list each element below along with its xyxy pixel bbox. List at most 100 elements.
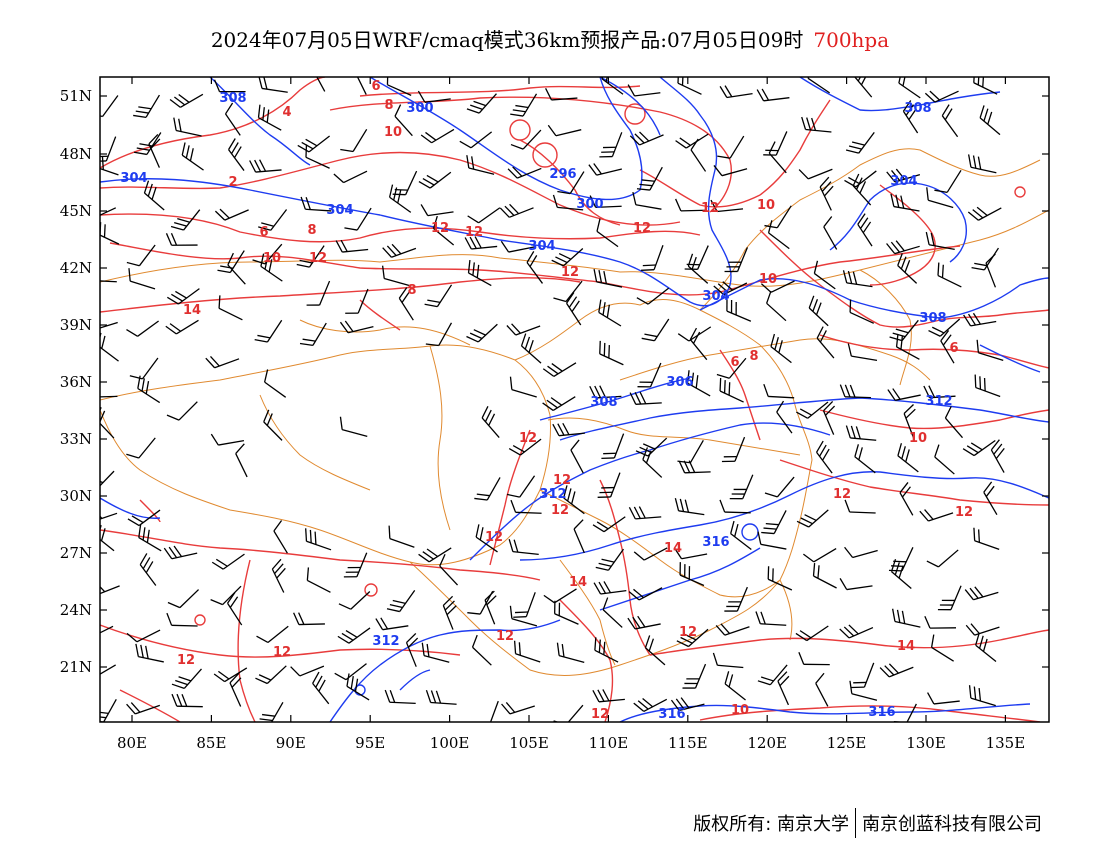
wind-barb: [642, 447, 663, 478]
wind-barb: [133, 94, 160, 118]
y-tick-label: 42N: [60, 259, 92, 277]
height-label: 304: [890, 174, 917, 189]
wind-barb: [570, 439, 584, 474]
x-tick-label: 135E: [986, 734, 1026, 752]
wind-barb: [417, 90, 451, 103]
wind-barb: [971, 247, 999, 271]
wind-barb: [100, 332, 119, 362]
y-tick-label: 21N: [60, 658, 92, 676]
x-tick-label: 115E: [668, 734, 708, 752]
wind-barb: [776, 400, 793, 434]
wind-barb: [717, 135, 745, 159]
x-tick-label: 110E: [589, 734, 629, 752]
wind-barb: [842, 270, 873, 288]
wind-barb: [100, 279, 117, 283]
temperature-contour-line: [819, 334, 1049, 369]
wind-barb: [798, 168, 833, 180]
height-label: 300: [576, 197, 603, 212]
height-contour-line: [559, 397, 1049, 441]
temperature-contour-line: [100, 213, 701, 243]
x-tick-label: 80E: [117, 734, 147, 752]
temperature-contour-line: [100, 624, 461, 658]
temperature-label: 12: [701, 201, 719, 216]
wind-barb: [249, 159, 282, 173]
wind-barb: [628, 506, 662, 520]
temperature-label: 12: [431, 221, 449, 236]
wind-barb: [937, 262, 962, 288]
wind-barb: [713, 281, 748, 296]
wind-barb: [641, 245, 664, 271]
wind-barb: [599, 132, 623, 158]
copyright-text: 版权所有: 南京大学: [693, 814, 849, 835]
wind-barb: [887, 388, 921, 401]
wind-barb: [129, 357, 159, 380]
wind-barb: [557, 171, 585, 195]
wind-barb: [926, 549, 959, 568]
wind-barb: [847, 343, 878, 361]
temperature-contour-loop: [194, 614, 206, 626]
temperature-label: 10: [263, 251, 281, 266]
temperature-label: 10: [757, 198, 775, 213]
wind-barb: [488, 700, 499, 722]
height-label: 304: [326, 203, 353, 218]
temperature-contour-line: [779, 459, 1049, 506]
temperature-label: 14: [183, 303, 201, 318]
wind-barb: [551, 248, 584, 267]
wind-barb: [392, 170, 418, 196]
wind-barb: [229, 672, 242, 707]
wind-barb: [520, 333, 542, 364]
wind-barb: [346, 673, 370, 701]
wind-barb: [719, 85, 753, 99]
height-contour-line: [979, 344, 1041, 373]
wind-barb: [724, 586, 748, 612]
wind-barb: [306, 280, 331, 306]
wind-barb: [899, 482, 914, 516]
wind-barb: [420, 128, 455, 144]
wind-barb: [724, 247, 749, 273]
wind-barb: [296, 245, 325, 268]
wind-barb: [636, 166, 663, 191]
wind-barb: [542, 362, 577, 377]
temperature-contour-line: [100, 277, 581, 313]
wind-barb: [822, 400, 836, 435]
wind-barb: [849, 680, 878, 701]
province-boundaries: [100, 148, 1049, 676]
boundary-line: [547, 417, 801, 456]
wind-barb: [962, 439, 996, 457]
wind-barb: [926, 187, 954, 209]
wind-barb: [682, 663, 707, 689]
wind-barb: [674, 498, 705, 516]
temperature-contour-line: [649, 629, 1049, 656]
wind-barb: [675, 133, 709, 149]
y-tick-label: 39N: [60, 316, 92, 334]
wind-barbs: [100, 77, 1005, 722]
wind-barb: [384, 689, 416, 705]
wind-barb: [889, 319, 919, 342]
wind-barb: [854, 444, 876, 474]
height-label: 306: [666, 375, 693, 390]
temperature-label: 12: [633, 221, 651, 236]
wind-barb: [334, 663, 367, 681]
temperature-contour-line: [639, 99, 831, 208]
temperature-label: 12: [679, 625, 697, 640]
wind-barb: [973, 527, 1000, 550]
wind-barb: [716, 357, 747, 379]
wind-barb: [767, 220, 790, 250]
wind-barb: [636, 287, 670, 305]
wind-barb: [766, 290, 787, 322]
wind-barb: [405, 632, 419, 667]
wind-barb: [100, 664, 116, 679]
wind-barb: [100, 321, 118, 331]
wind-barb: [210, 585, 242, 606]
height-contour-line: [100, 77, 732, 307]
wind-barb: [983, 481, 998, 516]
temperature-label: 6: [949, 341, 958, 356]
wind-barb: [337, 627, 371, 644]
wind-barb: [398, 287, 414, 321]
wind-barb: [388, 184, 412, 213]
wind-barb: [592, 689, 625, 703]
wind-barb: [228, 138, 245, 171]
wind-barb: [795, 625, 829, 642]
temperature-label: 8: [307, 223, 316, 238]
wind-barb: [418, 547, 452, 563]
